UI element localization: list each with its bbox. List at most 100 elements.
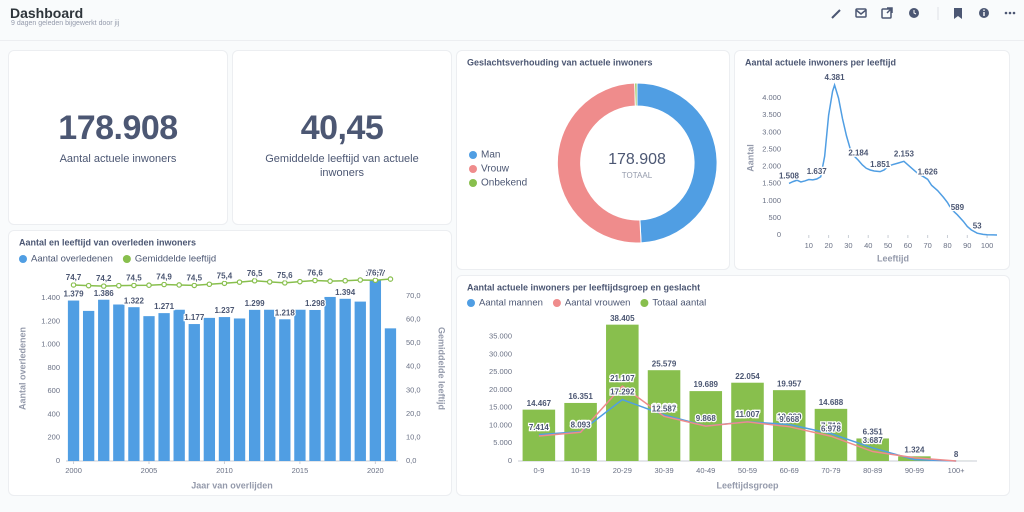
y-tick-label: 20,0 xyxy=(406,409,421,418)
x-tick-label: 60 xyxy=(904,241,912,250)
bar xyxy=(898,456,931,461)
data-label: 17.292 xyxy=(610,388,635,397)
y-tick-label: 50,0 xyxy=(406,338,421,347)
bar xyxy=(354,301,366,461)
y2-axis-label: Gemiddelde leeftijd xyxy=(437,327,447,410)
data-label: 9.668 xyxy=(779,415,800,424)
kpi-label: Gemiddelde leeftijd van actuele inwoners xyxy=(265,153,419,179)
y-tick-label: 40,0 xyxy=(406,362,421,371)
bar xyxy=(128,307,140,461)
legend-swatch xyxy=(640,299,649,307)
data-label: 11.047 xyxy=(735,410,760,419)
y-tick-label: 600 xyxy=(47,386,60,395)
y-tick-label: 1.500 xyxy=(762,179,781,188)
bookmark-icon[interactable] xyxy=(954,8,962,19)
legend-label: Man xyxy=(481,150,500,161)
data-label: 74,5 xyxy=(186,274,202,283)
chart-title: Aantal en leeftijd van overleden inwoner… xyxy=(19,237,196,247)
data-label: 589 xyxy=(951,203,965,212)
y-tick-label: 20.000 xyxy=(489,385,512,394)
bar xyxy=(158,313,170,461)
bar xyxy=(279,319,291,461)
subscribe-icon[interactable] xyxy=(855,8,867,18)
data-label: 10.289 xyxy=(777,413,802,422)
chart-title: Aantal actuele inwoners per leeftijdsgro… xyxy=(467,282,700,292)
bar xyxy=(309,309,321,461)
chart-card: Geslachtsverhouding van actuele inwoners… xyxy=(456,50,730,270)
y-tick-label: 35.000 xyxy=(489,332,512,341)
kpi-value: 40,45 xyxy=(300,109,384,147)
pie-slice xyxy=(634,82,638,107)
legend-label: Aantal mannen xyxy=(479,298,543,309)
data-label: 74,7 xyxy=(66,273,82,282)
y-tick-label: 60,0 xyxy=(406,315,421,324)
bar xyxy=(143,316,155,461)
data-label: 1.177 xyxy=(184,313,205,322)
data-label: 1.386 xyxy=(94,289,115,298)
x-tick-label: 100 xyxy=(981,241,994,250)
info-icon[interactable] xyxy=(979,8,989,18)
line xyxy=(788,82,998,236)
bar xyxy=(248,309,261,461)
data-label: 2.153 xyxy=(894,149,915,158)
x-tick-label: 10 xyxy=(805,241,813,250)
history-icon[interactable] xyxy=(909,8,919,18)
chart: Aantal actuele inwoners per leeftijd 0 500… xyxy=(745,57,998,263)
x-tick-label: 60-69 xyxy=(780,466,799,475)
line-marker xyxy=(357,277,364,283)
bar xyxy=(218,317,231,461)
data-label: 1.271 xyxy=(154,302,175,311)
data-label: 21.107 xyxy=(610,374,635,383)
x-axis-label: Leeftijd xyxy=(877,253,909,263)
data-label: 1.299 xyxy=(245,299,266,308)
data-label: 1.298 xyxy=(305,299,326,308)
legend-swatch xyxy=(469,165,477,173)
line-marker xyxy=(100,283,107,289)
data-label: 6.351 xyxy=(863,428,884,437)
y-tick-label: 1.000 xyxy=(41,340,60,349)
data-label: 8.258 xyxy=(571,420,592,429)
x-tick-label: 20 xyxy=(824,241,832,250)
y-tick-label: 0 xyxy=(508,456,512,465)
data-label: 19.689 xyxy=(694,380,719,389)
data-label: 19.957 xyxy=(777,379,802,388)
bar xyxy=(384,328,397,461)
legend-label: Aantal vrouwen xyxy=(565,298,630,309)
x-tick-label: 40 xyxy=(864,241,872,250)
line-marker xyxy=(70,282,77,288)
y-tick-label: 10.000 xyxy=(489,420,512,429)
edit-icon[interactable] xyxy=(831,9,841,19)
share-icon[interactable] xyxy=(881,7,893,19)
dashboard-title: Dashboard xyxy=(10,5,84,21)
line-marker xyxy=(161,281,167,288)
chart: Aantal en leeftijd van overleden inwoner… xyxy=(17,237,447,490)
data-label: 76,7 xyxy=(368,268,384,277)
bar xyxy=(324,296,336,461)
kpi-card: 178.908 Aantal actuele inwoners xyxy=(8,50,228,225)
center-label: TOTAAL xyxy=(622,171,653,180)
line-marker xyxy=(387,276,394,282)
bar xyxy=(233,318,246,461)
x-axis-label: Jaar van overlijden xyxy=(191,480,273,490)
y-tick-label: 1.200 xyxy=(41,316,60,325)
bar xyxy=(203,317,216,461)
x-tick-label: 80-89 xyxy=(863,466,882,475)
line-marker xyxy=(146,282,152,288)
x-tick-label: 30-39 xyxy=(654,466,673,475)
y-axis-label: Aantal xyxy=(745,144,755,172)
data-label: 1.322 xyxy=(124,296,145,305)
data-label: 14.467 xyxy=(527,399,552,408)
bar xyxy=(856,438,889,461)
data-label: 7.414 xyxy=(529,423,550,432)
legend-swatch xyxy=(552,299,561,307)
y-tick-label: 30,0 xyxy=(406,385,421,394)
line-marker xyxy=(327,278,333,284)
chart-card: Aantal actuele inwoners per leeftijd 0 500… xyxy=(734,50,1010,270)
header-divider xyxy=(0,40,1024,41)
x-tick-label: 2015 xyxy=(292,466,309,475)
x-tick-label: 0-9 xyxy=(533,466,544,475)
more-icon[interactable] xyxy=(1004,11,1016,15)
chart-title: Aantal actuele inwoners per leeftijd xyxy=(745,57,896,67)
bar xyxy=(67,300,80,461)
y-tick-label: 30.000 xyxy=(489,349,512,358)
